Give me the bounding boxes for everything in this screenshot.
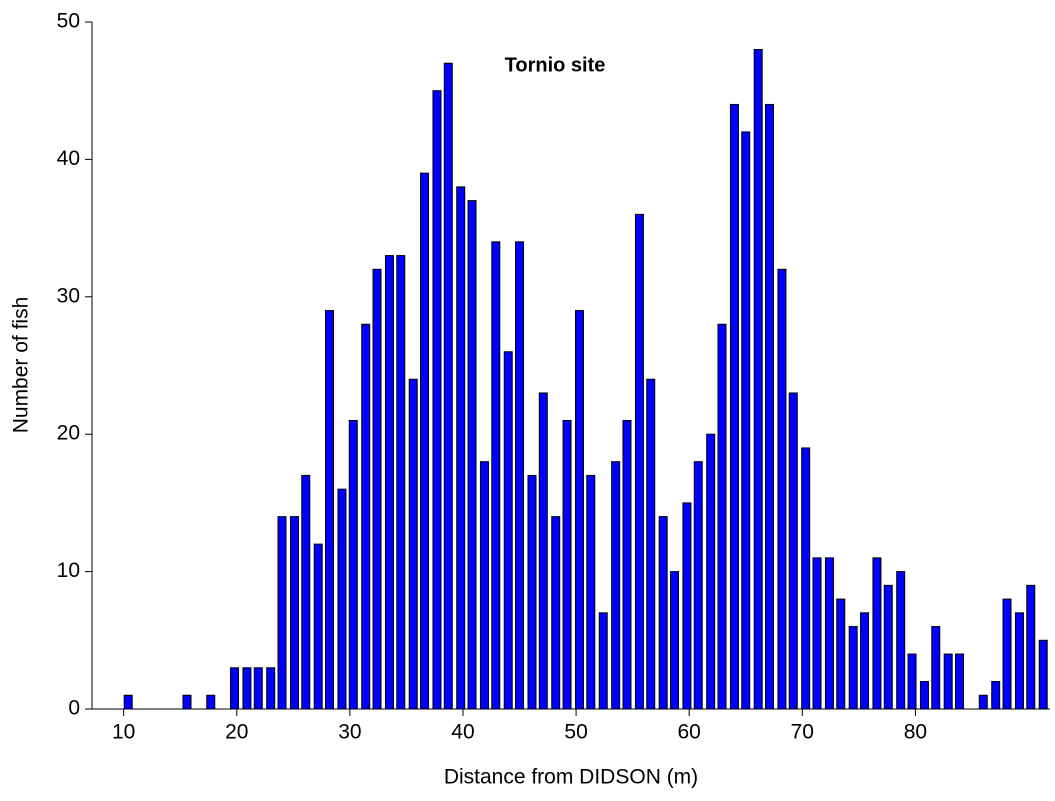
bar xyxy=(729,103,739,710)
x-axis-label: Distance from DIDSON (m) xyxy=(444,766,698,789)
bar xyxy=(931,626,941,710)
bar xyxy=(978,694,988,710)
bar xyxy=(491,241,501,710)
bar xyxy=(503,351,513,710)
bar xyxy=(598,612,608,710)
bar xyxy=(325,310,335,710)
bar xyxy=(1002,598,1012,710)
bar xyxy=(253,667,263,710)
y-tick-label: 10 xyxy=(57,559,80,582)
bar xyxy=(634,213,644,710)
bar xyxy=(812,557,822,710)
bar xyxy=(788,392,798,710)
bar xyxy=(919,681,929,710)
bar xyxy=(384,255,394,710)
bar xyxy=(408,378,418,710)
bar xyxy=(741,131,751,710)
bar xyxy=(337,488,347,710)
bar xyxy=(443,62,453,710)
bar xyxy=(301,474,311,710)
bar xyxy=(693,461,703,710)
bar xyxy=(764,103,774,710)
bar xyxy=(622,419,632,710)
bar xyxy=(515,241,525,710)
y-axis-label: Number of fish xyxy=(10,297,33,434)
bar xyxy=(611,461,621,710)
bar xyxy=(479,461,489,710)
bar xyxy=(456,186,466,710)
bar xyxy=(943,653,953,710)
bar xyxy=(432,90,442,710)
bar xyxy=(860,612,870,710)
bar xyxy=(396,255,406,710)
bar xyxy=(883,584,893,710)
x-tick-label: 80 xyxy=(904,721,927,744)
bar xyxy=(420,172,430,710)
bar xyxy=(1014,612,1024,710)
y-tick-label: 0 xyxy=(68,697,80,720)
bar xyxy=(907,653,917,710)
bar xyxy=(658,516,668,710)
bar xyxy=(551,516,561,710)
x-tick-label: 10 xyxy=(112,721,135,744)
x-tick-label: 50 xyxy=(564,721,587,744)
bar xyxy=(562,419,572,710)
bar xyxy=(277,516,287,710)
bar xyxy=(467,200,477,710)
bar xyxy=(955,653,965,710)
bar xyxy=(361,323,371,710)
bar xyxy=(313,543,323,710)
bar xyxy=(538,392,548,710)
chart-title: Tornio site xyxy=(505,54,606,76)
bar xyxy=(706,433,716,710)
bar xyxy=(182,694,192,710)
bar xyxy=(206,694,216,710)
bar xyxy=(836,598,846,710)
bar xyxy=(646,378,656,710)
x-tick-label: 20 xyxy=(225,721,248,744)
x-tick-label: 70 xyxy=(791,721,814,744)
bar xyxy=(266,667,276,710)
y-tick-label: 40 xyxy=(57,147,80,170)
bar xyxy=(348,419,358,710)
bar xyxy=(872,557,882,710)
y-tick-label: 30 xyxy=(57,284,80,307)
x-tick-label: 40 xyxy=(451,721,474,744)
bar xyxy=(1038,639,1048,710)
bar xyxy=(123,694,133,710)
bar xyxy=(753,48,763,710)
bar xyxy=(824,557,834,710)
bar xyxy=(527,474,537,710)
bar xyxy=(289,516,299,710)
bar xyxy=(372,268,382,710)
bar xyxy=(242,667,252,710)
y-tick-label: 50 xyxy=(57,10,80,33)
bar xyxy=(801,447,811,710)
bar xyxy=(230,667,240,710)
bar xyxy=(574,310,584,710)
bar xyxy=(848,626,858,710)
bar xyxy=(717,323,727,710)
bar xyxy=(777,268,787,710)
bar xyxy=(669,571,679,710)
bar xyxy=(682,502,692,710)
x-tick-label: 60 xyxy=(678,721,701,744)
bar xyxy=(1026,584,1036,710)
bar xyxy=(896,571,906,710)
x-tick-label: 30 xyxy=(338,721,361,744)
bar xyxy=(991,681,1001,710)
y-tick-label: 20 xyxy=(57,422,80,445)
bar xyxy=(586,474,596,710)
